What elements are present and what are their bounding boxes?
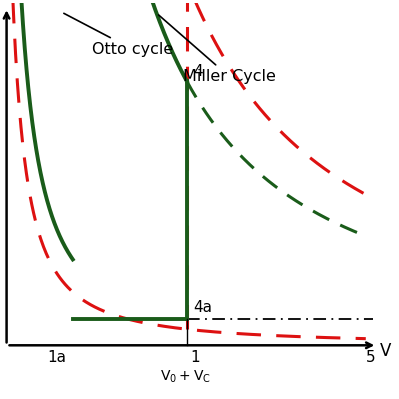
Text: Miller Cycle: Miller Cycle bbox=[158, 15, 276, 85]
Text: 1a: 1a bbox=[47, 350, 66, 365]
Text: Otto cycle: Otto cycle bbox=[64, 13, 173, 57]
Text: V: V bbox=[379, 342, 391, 360]
Text: $\mathregular{V_0+V_C}$: $\mathregular{V_0+V_C}$ bbox=[160, 369, 211, 385]
Text: 1: 1 bbox=[191, 350, 200, 365]
Text: 5: 5 bbox=[366, 350, 375, 365]
Text: 4a: 4a bbox=[193, 300, 212, 315]
Text: 4: 4 bbox=[193, 64, 203, 79]
